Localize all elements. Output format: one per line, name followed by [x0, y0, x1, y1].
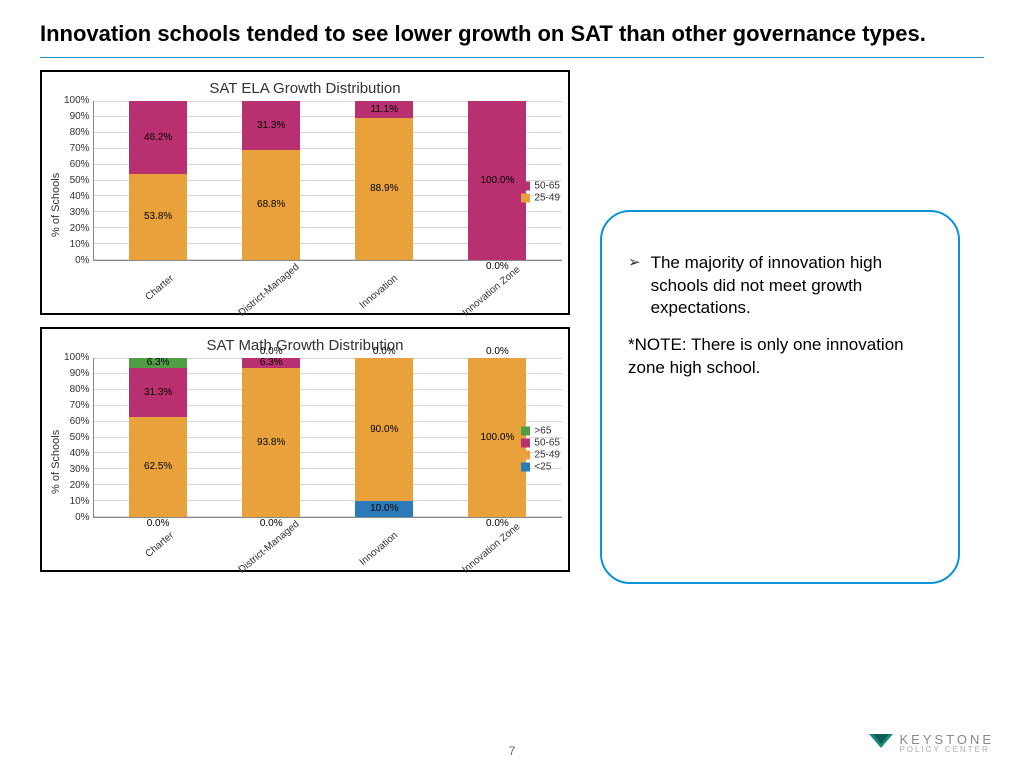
xlabel: District-Managed — [237, 530, 311, 603]
chart-ela-ylabel: % of Schools — [48, 101, 64, 309]
legend-item: <25 — [521, 462, 560, 473]
bar-innovation-zone: 100.0%0.0% — [468, 101, 526, 260]
chevron-icon: ➢ — [628, 252, 641, 321]
bar-district-managed: 0.0%6.3%93.8%0.0% — [242, 358, 300, 517]
bar-charter: 6.3%31.3%62.5%0.0% — [129, 358, 187, 517]
chart-ela: SAT ELA Growth Distribution % of Schools… — [40, 70, 570, 315]
xlabel: Innovation Zone — [461, 530, 535, 603]
bar-innovation: 0.0%90.0%10.0% — [355, 358, 413, 517]
callout-bullet: The majority of innovation high schools … — [651, 252, 932, 321]
logo-sub: POLICY CENTER — [899, 745, 994, 754]
chart-ela-yticks: 100%90%80%70%60%50%40%30%20%10%0% — [64, 101, 93, 261]
legend-item: 25-49 — [521, 450, 560, 461]
legend-item: 50-65 — [521, 438, 560, 449]
bar-district-managed: 31.3%68.8% — [242, 101, 300, 260]
bar-innovation-zone: 0.0%100.0%0.0% — [468, 358, 526, 517]
xlabel: Innovation — [349, 530, 423, 603]
callout-box: ➢ The majority of innovation high school… — [600, 210, 960, 584]
keystone-logo: KEYSTONE POLICY CENTER — [869, 732, 994, 754]
legend-item: 50-65 — [521, 181, 560, 192]
chart-math: SAT Math Growth Distribution % of School… — [40, 327, 570, 572]
xlabel: Charter — [125, 530, 199, 603]
chart-math-title: SAT Math Growth Distribution — [48, 337, 562, 354]
legend-item: 25-49 — [521, 193, 560, 204]
chart-ela-legend: 50-6525-49 — [521, 180, 560, 205]
title-rule — [40, 57, 984, 58]
page-number: 7 — [509, 744, 516, 758]
chart-math-plot: 6.3%31.3%62.5%0.0% 0.0%6.3%93.8%0.0% 0.0%9… — [93, 358, 562, 518]
page-title: Innovation schools tended to see lower g… — [40, 20, 984, 49]
chart-math-yticks: 100%90%80%70%60%50%40%30%20%10%0% — [64, 358, 93, 518]
legend-item: >65 — [521, 426, 560, 437]
chart-ela-plot: 46.2%53.8% 31.3%68.8% 11.1%88.9% 100.0%0.0% — [93, 101, 562, 261]
logo-icon — [869, 734, 893, 752]
callout-note: *NOTE: There is only one innovation zone… — [628, 334, 932, 380]
chart-ela-title: SAT ELA Growth Distribution — [48, 80, 562, 97]
bar-charter: 46.2%53.8% — [129, 101, 187, 260]
chart-math-ylabel: % of Schools — [48, 358, 64, 566]
bar-innovation: 11.1%88.9% — [355, 101, 413, 260]
chart-math-legend: >6550-6525-49<25 — [521, 425, 560, 474]
